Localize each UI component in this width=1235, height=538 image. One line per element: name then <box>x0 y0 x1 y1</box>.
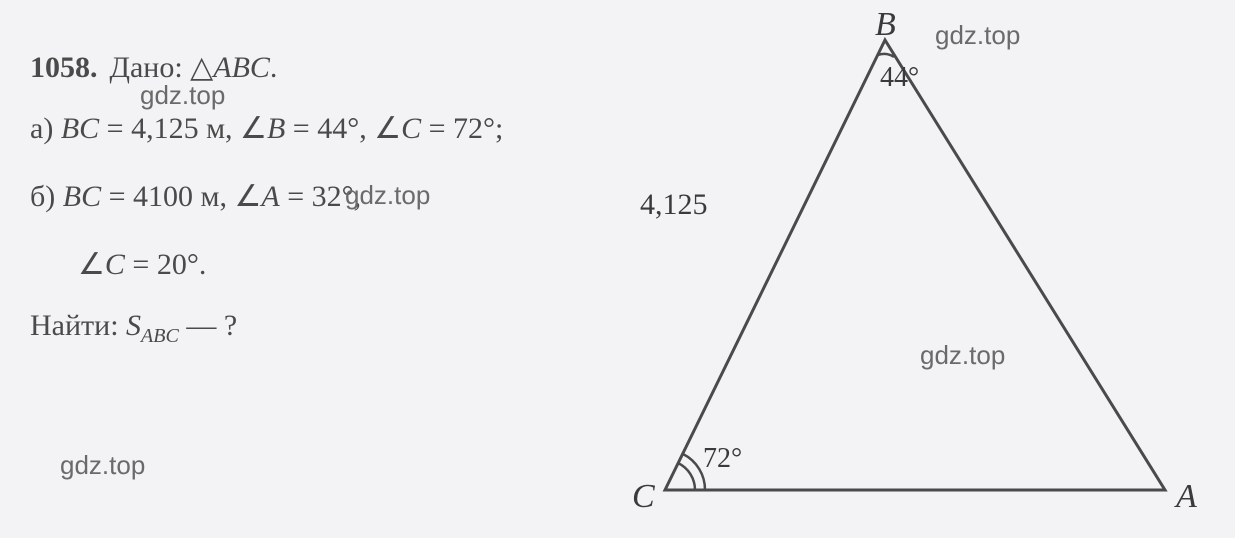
find-line: Найти: SABC — ? <box>30 309 520 348</box>
vertex-b-label: B <box>875 6 896 44</box>
watermark-3: gdz.top <box>60 450 145 481</box>
watermark-4: gdz.top <box>935 20 1020 51</box>
angle-c-arc1 <box>678 463 695 490</box>
part-b-line2: ∠C = 20°. <box>30 241 520 289</box>
angle-b-label: 44° <box>880 62 919 94</box>
angle-c-label: 72° <box>703 443 742 475</box>
part-a-line: а) BC = 4,125 м, ∠B = 44°, ∠C = 72°; <box>30 105 520 153</box>
problem-header-line: 1058. Дано: △ABC. <box>30 50 520 85</box>
find-value: S <box>126 309 141 342</box>
side-bc-label: 4,125 <box>640 188 708 222</box>
triangle-path <box>665 40 1165 490</box>
angle-b-arc <box>878 54 894 57</box>
vertex-a-label: A <box>1176 478 1197 516</box>
watermark-5: gdz.top <box>920 340 1005 371</box>
problem-number: 1058. <box>30 51 98 84</box>
diagram-section: B C A 44° 72° 4,125 <box>540 0 1235 538</box>
find-subscript: ABC <box>141 325 179 347</box>
watermark-1: gdz.top <box>140 80 225 111</box>
find-suffix: — ? <box>186 309 237 342</box>
vertex-c-label: C <box>632 478 655 516</box>
find-label: Найти: <box>30 309 119 342</box>
part-b-line1: б) BC = 4100 м, ∠A = 32°, <box>30 173 520 221</box>
watermark-2: gdz.top <box>345 180 430 211</box>
